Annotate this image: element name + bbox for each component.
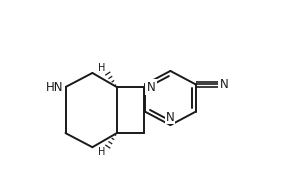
- Text: HN: HN: [46, 80, 64, 94]
- Text: N: N: [147, 80, 155, 94]
- Text: H: H: [98, 147, 105, 157]
- Text: N: N: [166, 111, 175, 124]
- Text: N: N: [220, 78, 228, 91]
- Text: H: H: [98, 63, 105, 73]
